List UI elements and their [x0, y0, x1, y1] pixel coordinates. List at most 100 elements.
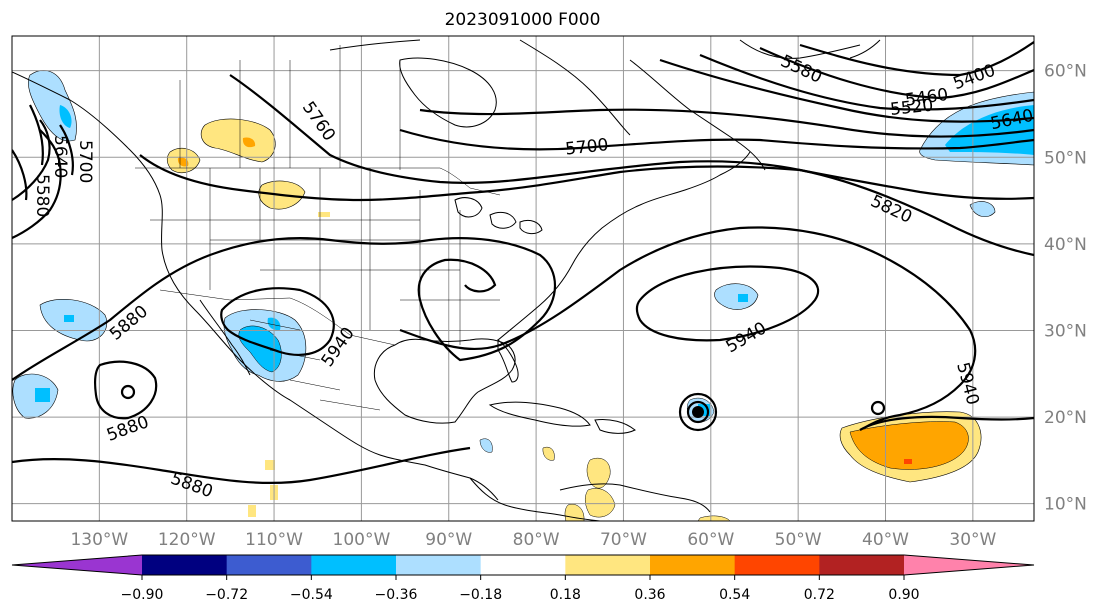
latitude-label: 40°N	[1044, 235, 1087, 255]
latitude-label: 20°N	[1044, 408, 1087, 428]
coastline-greenland	[739, 39, 881, 59]
coastline-cuba	[488, 401, 591, 427]
longitude-label: 80°W	[513, 530, 560, 550]
colorbar-tick-label: −0.72	[205, 587, 248, 603]
shading-region	[697, 515, 731, 521]
shading-region	[200, 118, 276, 163]
border-state	[150, 168, 500, 345]
colorbar-tick-label: −0.36	[375, 587, 418, 603]
contour-5640-west	[29, 104, 44, 166]
border-us-mexico	[159, 289, 396, 346]
longitude-label: 60°W	[687, 530, 734, 550]
contour-5580	[659, 58, 1034, 123]
colorbar-segment	[480, 555, 566, 575]
colorbar-tick-label: −0.54	[290, 587, 333, 603]
colorbar-segment	[904, 555, 1034, 575]
longitude-label: 30°W	[949, 530, 996, 550]
shading-region	[265, 460, 275, 470]
longitude-label: 100°W	[333, 530, 391, 550]
contour-5640-east	[419, 108, 1034, 138]
shading-region	[35, 388, 50, 402]
contour-label: 5580	[32, 174, 52, 217]
contour-5940-atlantic	[635, 265, 820, 342]
coastline-labrador	[629, 59, 766, 171]
contour-5880-main	[12, 237, 557, 381]
colorbar-segment	[226, 555, 312, 575]
contour-label: 5520	[889, 96, 934, 120]
contour-5580-west	[12, 149, 28, 201]
longitude-label: 50°W	[775, 530, 822, 550]
hurricane-contour-outer	[678, 392, 718, 432]
colorbar: −0.90 −0.72 −0.54 −0.36 −0.18 0.18 0.36 0.54 0.7…	[11, 554, 1035, 603]
coastline-hispaniola	[594, 419, 636, 434]
coastline-baja	[199, 299, 251, 376]
coastline-west	[12, 71, 499, 501]
contour-5820-west	[12, 129, 62, 239]
latitude-labels: 10°N 20°N 30°N 40°N 50°N 60°N	[1044, 62, 1087, 515]
shading-region	[248, 505, 256, 517]
contour-5940-east	[399, 226, 1034, 431]
shading-region	[969, 201, 996, 218]
shading-region	[64, 315, 74, 322]
contour-5760	[229, 74, 1034, 200]
contour-5700	[399, 128, 1034, 151]
colorbar-tick-label: 0.18	[550, 587, 581, 603]
colorbar-tick-label: 0.36	[634, 587, 665, 603]
shading-region	[318, 212, 330, 217]
colorbar-segment	[396, 555, 482, 575]
longitude-label: 90°W	[425, 530, 472, 550]
longitude-labels: 130°W 120°W 110°W 100°W 90°W 80°W 70°W 60°W 50°W…	[70, 530, 996, 550]
contour-5700-west	[59, 124, 74, 176]
shading-layer	[12, 70, 1034, 521]
longitude-label: 70°W	[600, 530, 647, 550]
coastline-east	[497, 151, 751, 341]
colorbar-tick-label: 0.54	[719, 587, 750, 603]
shading-region	[59, 105, 72, 128]
shading-region	[585, 488, 616, 518]
longitude-label: 130°W	[70, 530, 128, 550]
contour-5400	[799, 41, 1034, 77]
shading-region	[904, 459, 912, 464]
hurricane-center	[692, 406, 704, 418]
contour-5460	[759, 46, 1034, 100]
coastlines	[12, 39, 881, 521]
colorbar-segment	[311, 555, 397, 575]
latitude-label: 30°N	[1044, 321, 1087, 341]
coastline-south-america	[559, 483, 711, 513]
map-plot-area: 5400 5460 5520 5580 5640 5640 5700 5700 …	[12, 36, 1034, 521]
coastline-central-america	[469, 477, 601, 521]
coastline-florida	[497, 339, 519, 383]
colorbar-segment	[142, 555, 228, 575]
contour-small-loop	[870, 400, 886, 416]
colorbar-segment	[734, 555, 820, 575]
shading-region	[738, 294, 748, 302]
contour-5940-west	[220, 287, 335, 356]
contour-5880-south	[12, 446, 471, 485]
colorbar-segment	[565, 555, 651, 575]
colorbar-segment	[12, 555, 142, 575]
longitude-label: 110°W	[245, 530, 303, 550]
border-us-canada	[135, 167, 501, 196]
coastline-gulf	[373, 338, 516, 424]
border-canada-provinces	[179, 45, 401, 170]
map-frame	[11, 35, 1035, 522]
shading-region	[714, 283, 759, 310]
contour-label: 5700	[75, 140, 95, 183]
shading-region	[242, 137, 256, 148]
longitude-label: 120°W	[158, 530, 216, 550]
longitude-label: 40°W	[862, 530, 909, 550]
coastline-hudson	[399, 57, 497, 128]
map-title: 2023091000 F000	[444, 10, 601, 30]
shading-region	[849, 421, 969, 470]
contour-5820	[139, 154, 1034, 257]
colorbar-tick-label: 0.72	[804, 587, 835, 603]
contour-label: 5640	[50, 135, 70, 178]
coastline-arctic	[329, 39, 631, 136]
latitude-label: 10°N	[1044, 495, 1087, 515]
contour-5880-loop	[93, 360, 158, 420]
colorbar-segment	[819, 555, 905, 575]
height-contours	[12, 41, 1034, 485]
shading-region	[177, 157, 189, 167]
contour-small-loop	[120, 384, 136, 400]
coastline-lakes	[454, 197, 543, 235]
